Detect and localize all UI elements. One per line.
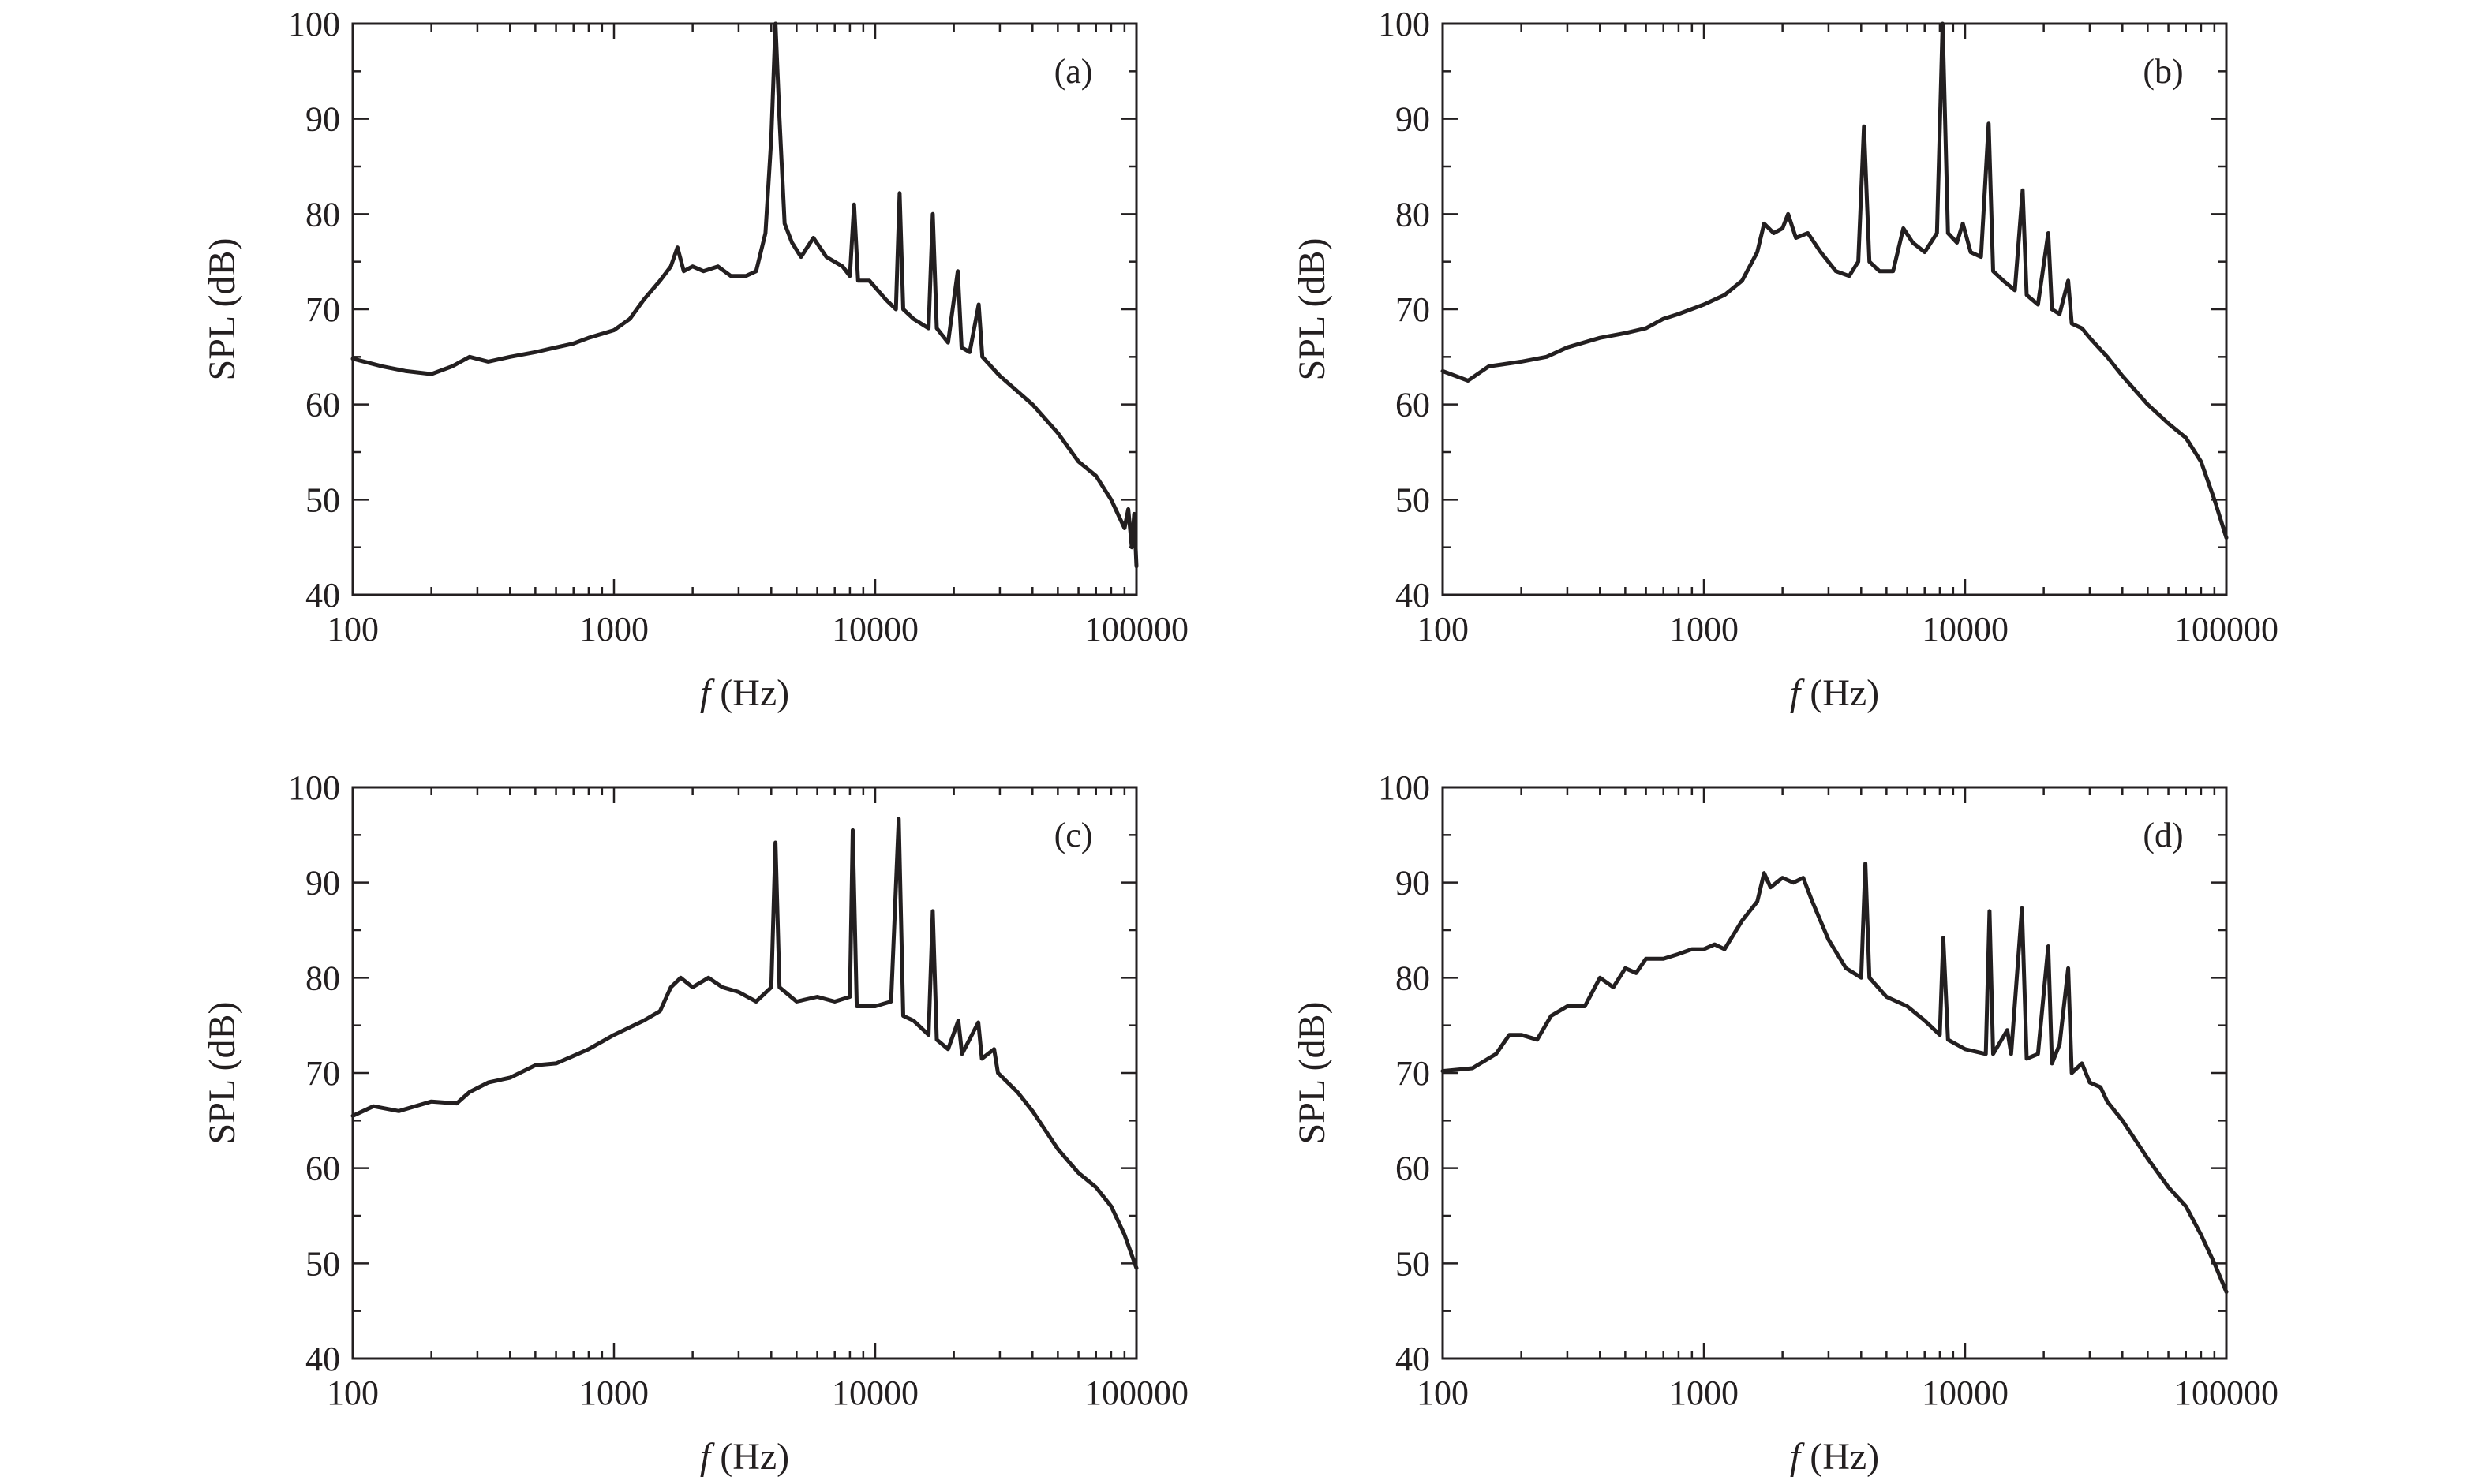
y-tick-label: 70 [305, 1054, 340, 1093]
y-tick-label: 100 [1378, 5, 1430, 43]
y-axis-label: SPL (dB) [1291, 238, 1333, 381]
panel-label: (a) [1054, 52, 1093, 91]
y-tick-label: 60 [305, 1149, 340, 1188]
x-tick-label: 100 [327, 1374, 379, 1412]
y-tick-label: 100 [1378, 768, 1430, 807]
panel-b-chart: 100 1000 10000 100000 40 50 60 70 80 90 100 f (Hz) S… [1291, 5, 2278, 714]
y-tick-label: 60 [1395, 386, 1430, 424]
x-tick-label: 100 [327, 610, 379, 649]
x-tick-label: 100000 [2174, 610, 2278, 649]
x-axis-label-unit: (Hz) [1800, 1436, 1879, 1478]
plot-frame [351, 22, 1138, 596]
y-axis-label: SPL (dB) [201, 238, 243, 381]
x-axis-label-unit: (Hz) [710, 1436, 789, 1478]
y-tick-label: 50 [305, 480, 340, 519]
x-tick-label: 1000 [1669, 1374, 1739, 1412]
series-line-d [1440, 862, 2229, 1294]
x-tick-label: 1000 [579, 1374, 649, 1412]
y-tick-label: 100 [288, 5, 340, 43]
x-axis-label: f (Hz) [700, 672, 789, 714]
y-tick-label: 80 [305, 195, 340, 234]
plot-frame [1441, 22, 2228, 596]
y-tick-label: 50 [1395, 480, 1430, 519]
series-line-b [1440, 21, 2229, 540]
y-tick-label: 90 [305, 100, 340, 139]
series-line-c [350, 817, 1139, 1270]
x-tick-label: 100 [1417, 610, 1469, 649]
panel-c-chart: 100 1000 10000 100000 40 50 60 70 80 90 100 f (Hz) S… [201, 768, 1189, 1478]
panel-d-chart: 100 1000 10000 100000 40 50 60 70 80 90 100 f (Hz) S… [1291, 768, 2278, 1478]
y-tick-label: 40 [305, 1340, 340, 1378]
y-tick-label: 50 [305, 1244, 340, 1283]
x-axis-label-unit: (Hz) [1800, 672, 1879, 714]
y-tick-label: 80 [1395, 959, 1430, 997]
y-tick-label: 90 [1395, 100, 1430, 139]
y-tick-label: 90 [1395, 864, 1430, 903]
y-tick-label: 40 [305, 576, 340, 615]
x-tick-label: 1000 [579, 610, 649, 649]
x-tick-label: 10000 [832, 610, 919, 649]
x-tick-label: 100000 [2174, 1374, 2278, 1412]
series-line-a [350, 21, 1139, 569]
y-tick-label: 80 [305, 959, 340, 997]
y-tick-label: 70 [305, 290, 340, 329]
x-tick-label: 100000 [1084, 610, 1189, 649]
x-axis-label: f (Hz) [700, 1436, 789, 1478]
x-axis-label: f (Hz) [1790, 672, 1879, 714]
x-axis-label-unit: (Hz) [710, 672, 789, 714]
panel-a-chart: 100 1000 10000 100000 40 50 60 70 80 90 100 f (Hz) S… [201, 5, 1189, 714]
x-tick-label: 10000 [832, 1374, 919, 1412]
y-tick-label: 50 [1395, 1244, 1430, 1283]
y-tick-label: 40 [1395, 1340, 1430, 1378]
y-tick-label: 100 [288, 768, 340, 807]
x-tick-label: 100 [1417, 1374, 1469, 1412]
panel-label: (b) [2143, 52, 2183, 91]
x-tick-label: 10000 [1922, 1374, 2009, 1412]
x-tick-label: 100000 [1084, 1374, 1189, 1412]
y-tick-label: 40 [1395, 576, 1430, 615]
panel-label: (d) [2143, 816, 2183, 854]
plot-frame [351, 786, 1138, 1360]
x-axis-label: f (Hz) [1790, 1436, 1879, 1478]
y-axis-label: SPL (dB) [201, 1002, 243, 1145]
y-tick-label: 60 [1395, 1149, 1430, 1188]
y-tick-label: 80 [1395, 195, 1430, 234]
y-tick-label: 70 [1395, 1054, 1430, 1093]
y-tick-label: 90 [305, 864, 340, 903]
x-tick-label: 1000 [1669, 610, 1739, 649]
plot-frame [1441, 786, 2228, 1360]
x-tick-label: 10000 [1922, 610, 2009, 649]
y-tick-label: 60 [305, 386, 340, 424]
panel-label: (c) [1054, 816, 1093, 854]
y-tick-label: 70 [1395, 290, 1430, 329]
y-axis-label: SPL (dB) [1291, 1002, 1333, 1145]
